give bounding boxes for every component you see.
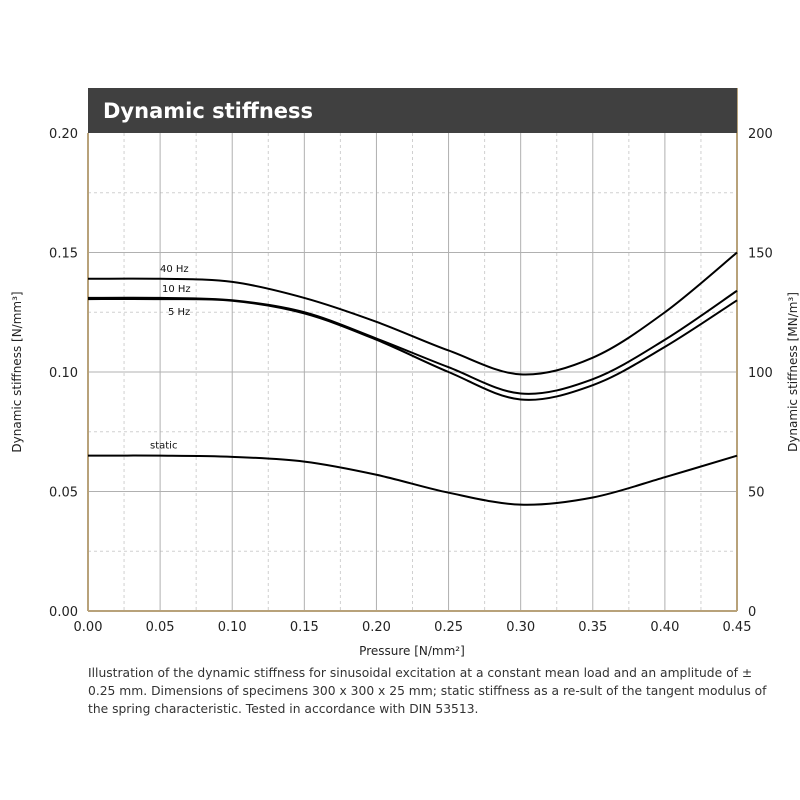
- y-tick-label: 0.10: [49, 366, 78, 381]
- series-label-10-hz: 10 Hz: [162, 284, 191, 295]
- series-line-static: [87, 454, 738, 506]
- chart-caption: Illustration of the dynamic stiffness fo…: [88, 666, 767, 716]
- y-axis-label: Dynamic stiffness [N/mm³]: [10, 291, 24, 452]
- y2-axis-label: Dynamic stiffness [MN/m³]: [786, 292, 800, 452]
- y-tick-label: 0.20: [49, 127, 78, 142]
- y2-tick-label: 200: [748, 127, 773, 142]
- y-tick-label: 0.05: [49, 486, 78, 501]
- y2-tick-label: 150: [748, 247, 773, 262]
- series-label-static: static: [150, 441, 177, 452]
- y-tick-label: 0.00: [49, 605, 78, 620]
- series-label-40-hz: 40 Hz: [160, 264, 189, 275]
- x-tick-label: 0.25: [434, 620, 463, 635]
- x-tick-label: 0.10: [218, 620, 247, 635]
- y2-tick-label: 100: [748, 366, 773, 381]
- x-tick-label: 0.05: [146, 620, 175, 635]
- y-tick-label: 0.15: [49, 247, 78, 262]
- chart-title: Dynamic stiffness: [103, 99, 313, 123]
- x-tick-label: 0.40: [650, 620, 679, 635]
- series-lines: 40 Hz 10 Hz 5 Hz static: [87, 251, 738, 506]
- x-tick-label: 0.20: [362, 620, 391, 635]
- x-tick-label: 0.35: [578, 620, 607, 635]
- x-tick-label: 0.30: [506, 620, 535, 635]
- x-axis-label: Pressure [N/mm²]: [359, 644, 465, 658]
- series-line-40-hz: [87, 251, 738, 376]
- title-bar: [88, 88, 737, 133]
- grid: [87, 88, 738, 612]
- tick-labels: 0.00 0.05 0.10 0.15 0.20 0.25 0.30 0.35 0.40 0.45…: [49, 127, 773, 635]
- x-tick-label: 0.00: [74, 620, 103, 635]
- x-tick-label: 0.45: [723, 620, 752, 635]
- x-tick-label: 0.15: [290, 620, 319, 635]
- series-line-5-hz: [87, 297, 738, 401]
- series-label-5-hz: 5 Hz: [168, 307, 190, 318]
- y2-tick-label: 50: [748, 486, 765, 501]
- y2-tick-label: 0: [748, 605, 756, 620]
